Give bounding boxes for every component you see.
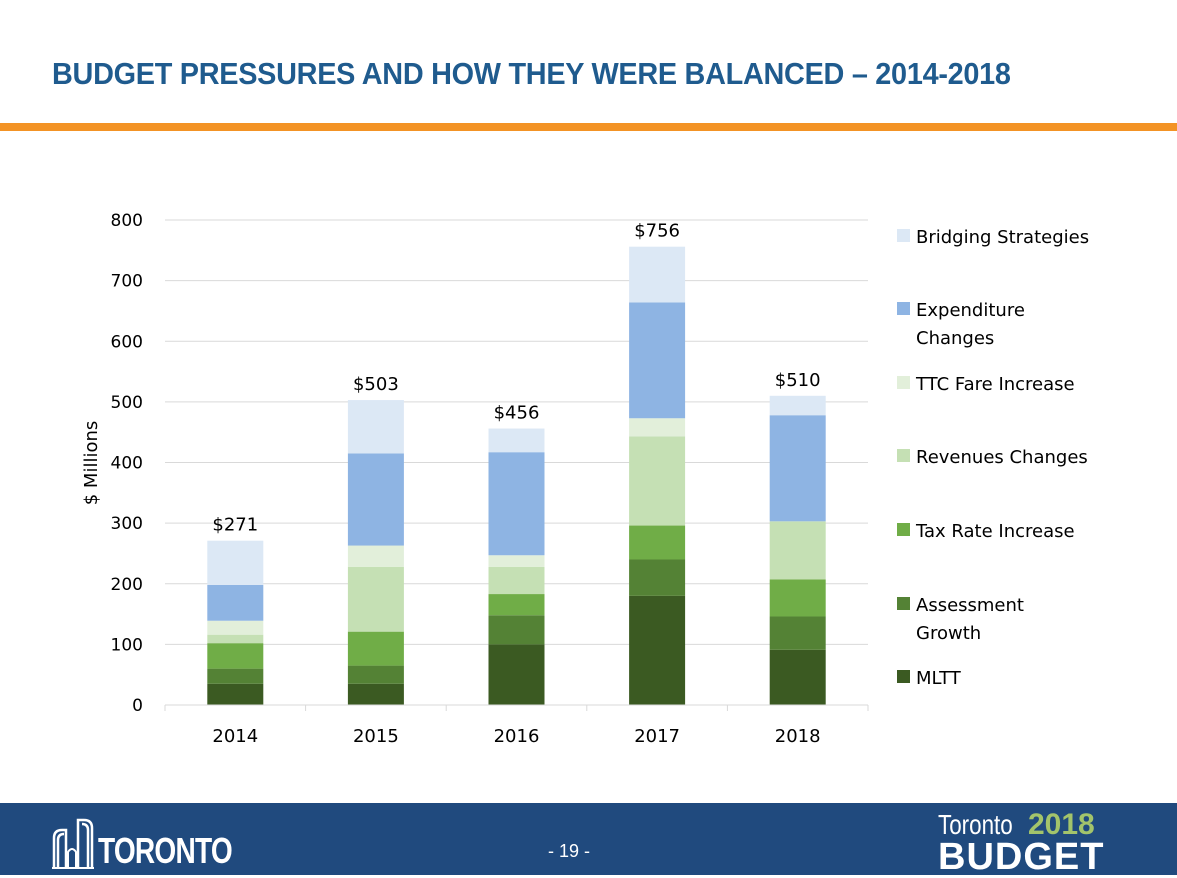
bar-segment [769, 521, 826, 580]
bar-segment [769, 395, 826, 416]
y-axis-ticks: 0 100 200 300 400 500 600 700 800 [111, 211, 143, 716]
stacked-bar-chart: 0 100 200 300 400 500 600 700 800 $ Millions 201… [81, 211, 1089, 747]
bar-segment [629, 525, 686, 560]
bar-segment [488, 594, 545, 616]
y-tick-label: 400 [111, 454, 143, 474]
legend-item: Assessment Growth [897, 595, 1024, 644]
budget-logo-year: 2018 [1028, 808, 1095, 841]
bar-segment [629, 302, 686, 419]
bar-segment [769, 616, 826, 650]
legend-swatch [897, 449, 910, 462]
x-tick-label: 2015 [353, 726, 399, 747]
legend-label: Expenditure [916, 300, 1025, 321]
y-tick-label: 800 [111, 211, 143, 231]
bar-segment [488, 428, 545, 453]
bar-segment [347, 566, 404, 632]
bar-segment [488, 566, 545, 595]
city-hall-icon [52, 818, 94, 869]
legend-label: Tax Rate Increase [915, 521, 1075, 542]
logo-text: TORONTO [98, 830, 233, 871]
budget-logo-city: Toronto [938, 809, 1013, 840]
bar-segment [629, 595, 686, 705]
bars [207, 246, 826, 705]
y-tick-label: 600 [111, 332, 143, 352]
legend-swatch [897, 597, 910, 610]
legend-swatch [897, 523, 910, 536]
legend-item: Revenues Changes [897, 447, 1088, 468]
bar-segment [488, 555, 545, 567]
bar-segment [769, 649, 826, 705]
legend-label: Bridging Strategies [916, 227, 1089, 248]
y-axis-label: $ Millions [81, 421, 102, 506]
legend-label: Changes [916, 328, 994, 349]
bar-segment [207, 540, 264, 585]
footer-bar [0, 803, 1177, 875]
page-number: - 19 - [548, 841, 591, 861]
bar-segment [629, 559, 686, 596]
bar-segment [207, 683, 264, 705]
legend-item: Expenditure Changes [897, 300, 1025, 349]
bar-segment [207, 634, 264, 644]
bar-segment [347, 683, 404, 705]
legend-swatch [897, 376, 910, 389]
y-tick-label: 200 [111, 575, 143, 595]
bar-segment [488, 615, 545, 645]
accent-bar [0, 123, 1177, 131]
total-label: $456 [494, 403, 540, 424]
legend: Bridging Strategies Expenditure Changes TTC… [897, 227, 1089, 689]
y-tick-label: 700 [111, 272, 143, 292]
budget-logo: Toronto 2018 BUDGET [938, 808, 1118, 878]
legend-item: MLTT [897, 668, 962, 689]
legend-swatch [897, 302, 910, 315]
legend-swatch [897, 670, 910, 683]
bar-segment [207, 643, 264, 669]
bar-segment [629, 418, 686, 437]
x-tick-label: 2016 [494, 726, 540, 747]
bar-segment [347, 665, 404, 684]
legend-item: Tax Rate Increase [897, 521, 1075, 542]
bar-segment [629, 246, 686, 303]
total-label: $510 [775, 370, 821, 391]
legend-label: Growth [916, 623, 981, 644]
bar-segment [769, 415, 826, 522]
legend-label: MLTT [916, 668, 962, 689]
legend-label: Assessment [916, 595, 1024, 616]
legend-item: TTC Fare Increase [897, 374, 1075, 395]
bar-segment [347, 453, 404, 546]
x-tick-label: 2018 [775, 726, 821, 747]
total-labels: $271 $503 $456 $756 $510 [212, 221, 820, 536]
y-tick-label: 300 [111, 514, 143, 534]
x-tick-label: 2014 [212, 726, 258, 747]
bar-segment [207, 668, 264, 684]
bar-segment [207, 620, 264, 635]
y-tick-label: 100 [111, 635, 143, 655]
legend-label: TTC Fare Increase [915, 374, 1075, 395]
bar-segment [488, 644, 545, 705]
total-label: $503 [353, 374, 399, 395]
total-label: $271 [212, 515, 258, 536]
y-tick-label: 500 [111, 393, 143, 413]
bar-segment [207, 584, 264, 621]
x-tick-label: 2017 [634, 726, 680, 747]
total-label: $756 [634, 221, 680, 242]
legend-swatch [897, 229, 910, 242]
budget-logo-word: BUDGET [938, 836, 1105, 878]
bar-segment [488, 452, 545, 556]
page-title: BUDGET PRESSURES AND HOW THEY WERE BALAN… [52, 56, 1011, 91]
bar-segment [347, 545, 404, 567]
x-axis-ticks: 2014 2015 2016 2017 2018 [164, 704, 869, 747]
bar-segment [347, 400, 404, 454]
toronto-logo: TORONTO [52, 818, 270, 870]
legend-label: Revenues Changes [916, 447, 1088, 468]
bar-segment [347, 631, 404, 666]
y-tick-label: 0 [132, 696, 143, 716]
legend-item: Bridging Strategies [897, 227, 1089, 248]
bar-segment [629, 436, 686, 526]
bar-segment [769, 579, 826, 617]
